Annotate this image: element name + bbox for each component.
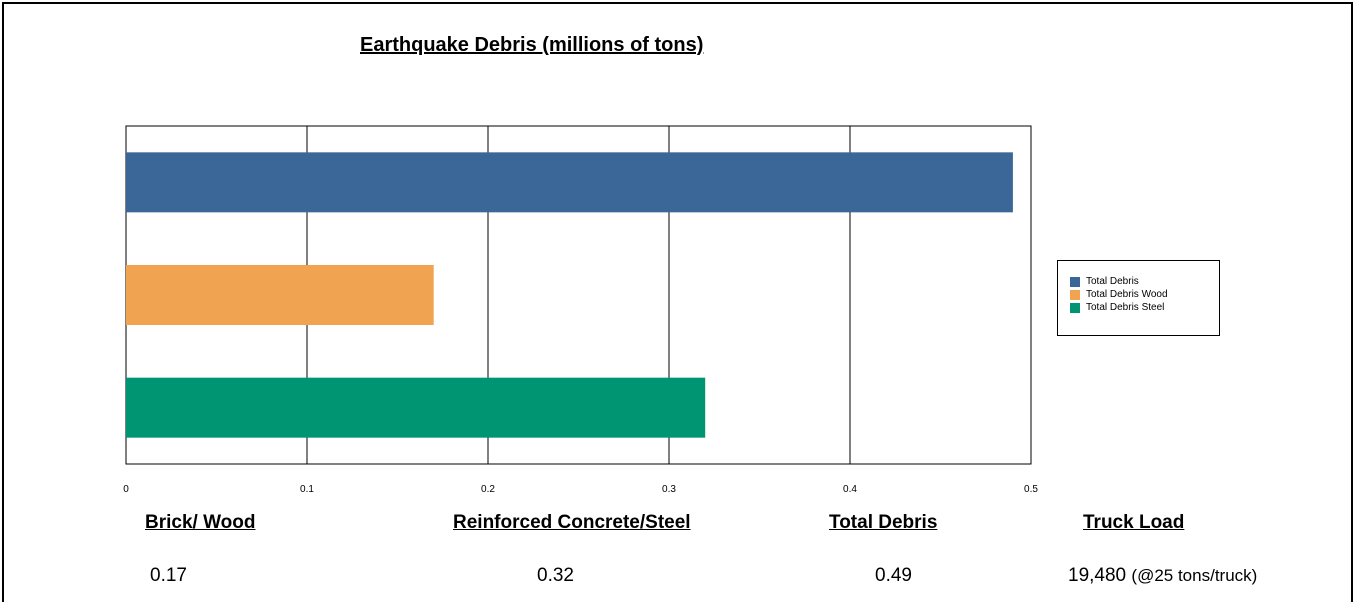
legend-item-total-debris-steel: Total Debris Steel	[1070, 301, 1219, 314]
truck-load-number: 19,480	[1068, 565, 1127, 586]
x-tick-label: 0.4	[843, 484, 857, 495]
brick-wood-heading: Brick/ Wood	[145, 512, 256, 533]
truck-load-note: (@25 tons/truck)	[1131, 566, 1258, 585]
legend: Total Debris Total Debris Wood Total Deb…	[1057, 260, 1220, 336]
concrete-steel-heading: Reinforced Concrete/Steel	[453, 512, 691, 533]
legend-label: Total Debris Wood	[1086, 289, 1168, 300]
legend-swatch	[1070, 302, 1080, 313]
brick-wood-value: 0.17	[150, 565, 187, 586]
bar-total-debris-steel	[126, 377, 706, 438]
legend-label: Total Debris Steel	[1086, 302, 1165, 313]
x-tick-label: 0.3	[662, 484, 676, 495]
bar-total-debris	[126, 152, 1013, 213]
x-tick-label: 0.1	[300, 484, 314, 495]
chart-title: Earthquake Debris (millions of tons)	[360, 34, 704, 56]
legend-item-total-debris: Total Debris	[1070, 275, 1219, 288]
total-debris-value: 0.49	[875, 565, 912, 586]
legend-label: Total Debris	[1086, 276, 1139, 287]
legend-swatch	[1070, 276, 1080, 287]
x-tick-label: 0	[123, 484, 129, 495]
truck-load-heading: Truck Load	[1083, 512, 1185, 533]
bar-total-debris-wood	[126, 265, 434, 325]
legend-swatch	[1070, 289, 1080, 300]
concrete-steel-value: 0.32	[537, 565, 574, 586]
legend-item-total-debris-wood: Total Debris Wood	[1070, 288, 1219, 301]
total-debris-heading: Total Debris	[829, 512, 938, 533]
x-tick-label: 0.5	[1024, 484, 1038, 495]
x-tick-label: 0.2	[481, 484, 495, 495]
truck-load-value: 19,480 (@25 tons/truck)	[1068, 565, 1257, 587]
